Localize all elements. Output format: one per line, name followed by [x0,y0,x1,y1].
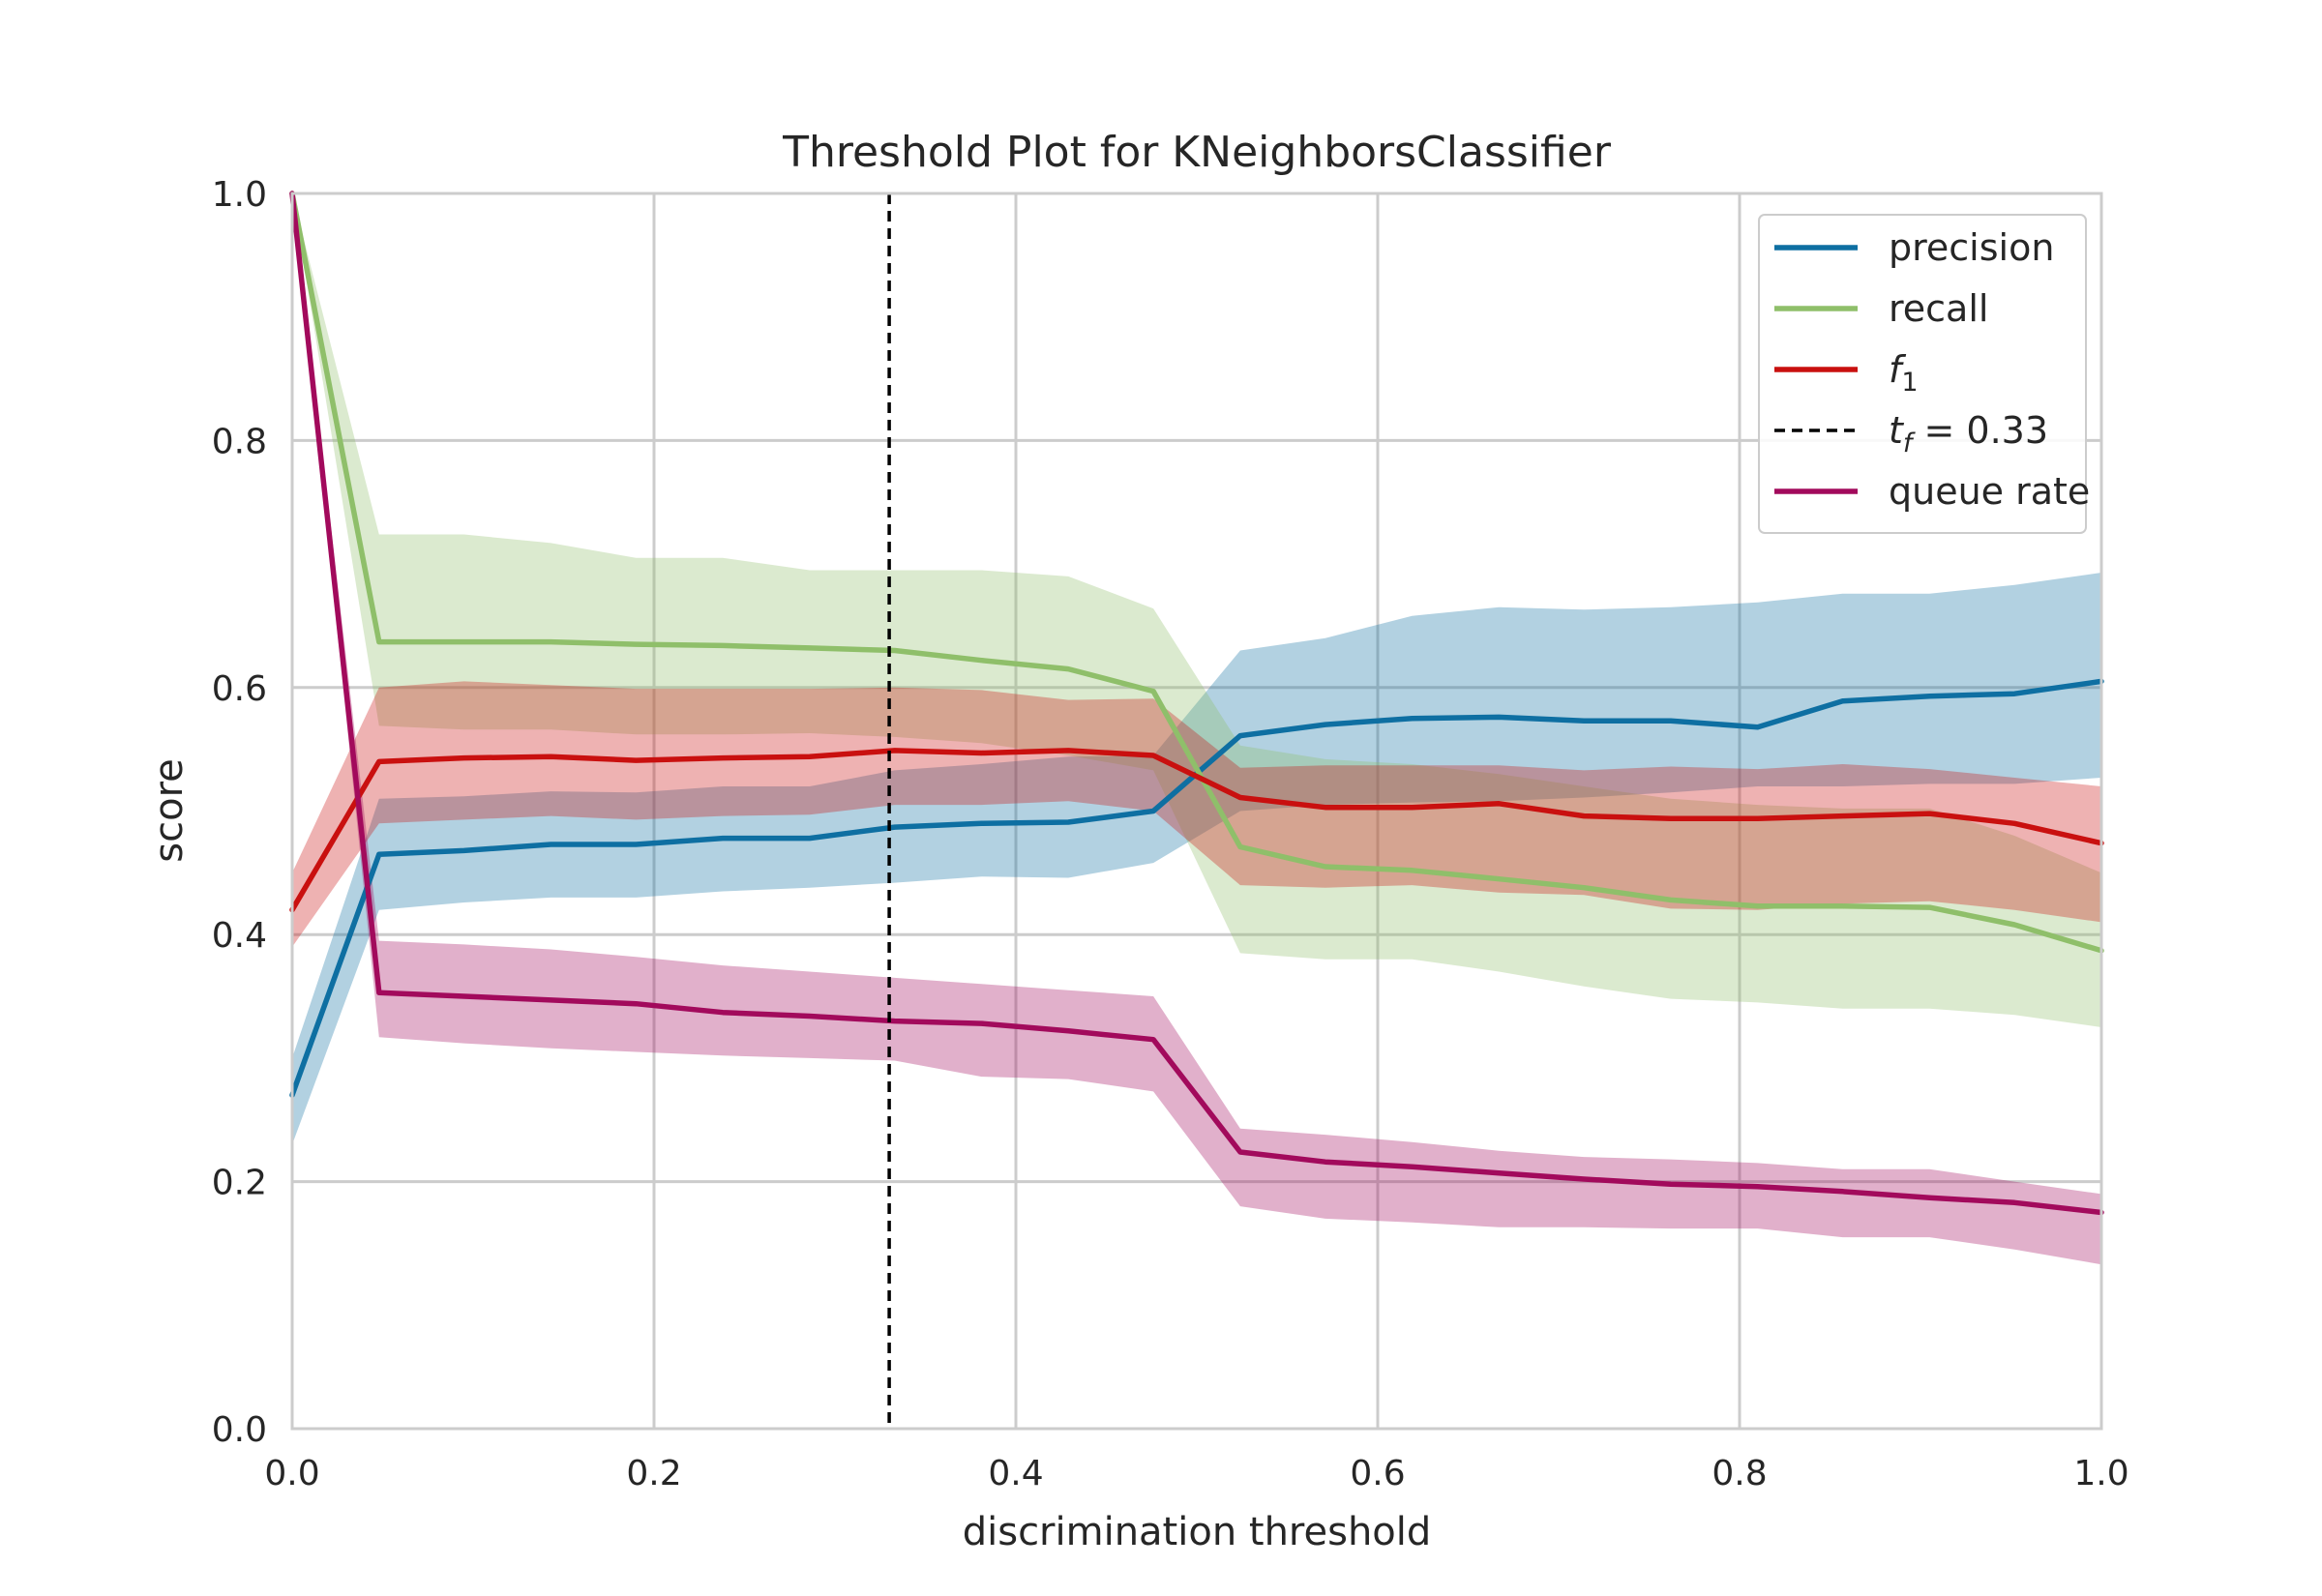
recall-legend-label: recall [1889,287,1988,330]
y-tick-label: 0.2 [212,1164,267,1203]
queue-rate-line [289,191,2104,1216]
x-tick-label: 0.6 [1350,1454,1405,1493]
queue-rate-legend-label: queue rate [1889,470,2090,513]
legend-item: tf = 0.33 [1774,409,2048,458]
recall-line [289,191,2104,954]
legend-item: precision [1774,226,2054,269]
legend-item: queue rate [1774,470,2090,513]
chart-title: Threshold Plot for KNeighborsClassifier [782,128,1612,177]
x-tick-label: 0.4 [988,1454,1043,1493]
x-tick-label: 0.0 [264,1454,319,1493]
y-tick-label: 0.6 [212,669,267,709]
x-tick-label: 0.2 [626,1454,681,1493]
legend-item: recall [1774,287,1988,330]
y-tick-label: 1.0 [212,175,267,215]
y-tick-label: 0.0 [212,1410,267,1450]
y-tick-label: 0.4 [212,916,267,956]
y-axis-title: score [147,758,192,862]
y-tick-label: 0.8 [212,422,267,461]
plot-frame [290,192,2103,1431]
tick-labels: 0.0 0.2 0.4 0.6 0.8 1.0 0.0 0.2 0.4 0.6 0.8 1.0 [212,175,2129,1493]
f1-band [292,681,2101,947]
x-axis-title: discrimination threshold [963,1510,1432,1554]
x-tick-label: 1.0 [2073,1454,2128,1493]
queue-rate-band [292,193,2101,1265]
x-tick-label: 0.8 [1712,1454,1767,1493]
legend-box [1758,214,2087,534]
series-lines [289,191,2104,1216]
threshold-legend-label: tf = 0.33 [1889,409,2048,458]
precision-legend-label: precision [1889,226,2054,269]
f1-line [289,748,2104,913]
precision-band [292,573,2101,1145]
